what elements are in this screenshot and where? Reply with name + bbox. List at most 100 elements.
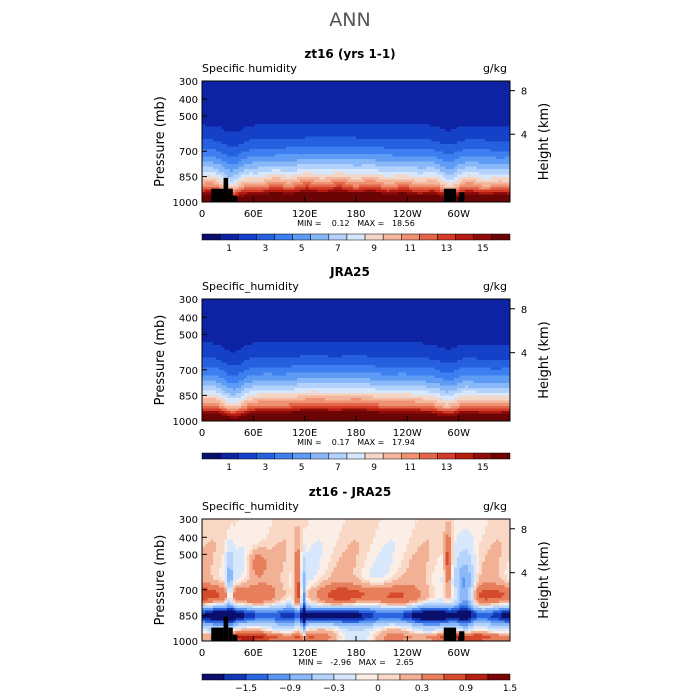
field-cell (493, 96, 497, 100)
field-cell (302, 98, 307, 102)
field-cell (344, 81, 349, 85)
field-cell (437, 101, 441, 105)
field-cell (358, 113, 363, 117)
field-cell (412, 103, 416, 107)
field-cell (504, 83, 508, 87)
field-cell (255, 86, 259, 90)
field-cell (202, 83, 206, 87)
field-cell (437, 98, 441, 102)
field-cell (294, 86, 298, 90)
field-cell (420, 103, 424, 107)
field-cell (286, 91, 290, 95)
field-cell (440, 103, 444, 107)
field-cell (308, 106, 312, 110)
field-cell (241, 108, 245, 112)
field-cell (426, 106, 430, 110)
field-cell (423, 86, 427, 90)
field-cell (339, 81, 343, 85)
field-cell (336, 103, 340, 107)
field-cell (470, 91, 475, 95)
field-cell (224, 103, 228, 107)
field-cell (244, 83, 248, 87)
field-cell (417, 96, 421, 100)
field-cell (322, 98, 326, 102)
field-cell (386, 98, 391, 102)
page-title: ANN (329, 9, 371, 31)
field-cell (356, 98, 360, 102)
field-cell (392, 93, 396, 97)
field-cell (204, 93, 209, 97)
field-cell (468, 93, 472, 97)
field-cell (291, 96, 295, 100)
field-cell (501, 81, 505, 85)
field-cell (426, 86, 430, 90)
field-cell (389, 83, 393, 87)
field-cell (437, 88, 441, 92)
field-cell (496, 96, 500, 100)
field-cell (465, 111, 469, 115)
field-cell (440, 108, 444, 112)
field-cell (249, 101, 253, 105)
field-cell (507, 93, 511, 97)
field-cell (487, 86, 491, 90)
field-cell (336, 86, 340, 90)
field-cell (330, 91, 335, 95)
field-cell (482, 103, 486, 107)
field-cell (392, 113, 396, 117)
field-cell (462, 81, 466, 85)
field-cell (263, 93, 267, 97)
field-cell (246, 103, 251, 107)
field-cell (286, 106, 290, 110)
field-cell (353, 88, 357, 92)
field-cell (350, 98, 354, 102)
field-cell (308, 83, 312, 87)
field-cell (342, 111, 346, 115)
field-cell (451, 108, 455, 112)
field-cell (442, 103, 447, 107)
field-cell (207, 86, 211, 90)
field-cell (216, 103, 220, 107)
field-cell (344, 103, 349, 107)
field-cell (398, 81, 402, 85)
field-cell (364, 93, 368, 97)
field-cell (409, 86, 413, 90)
field-cell (336, 88, 340, 92)
field-cell (456, 96, 461, 100)
field-cell (241, 86, 245, 90)
field-cell (286, 103, 290, 107)
field-cell (507, 108, 511, 112)
field-cell (428, 88, 433, 92)
field-cell (277, 81, 281, 85)
field-cell (375, 98, 379, 102)
field-cell (353, 83, 357, 87)
field-cell (210, 108, 214, 112)
field-cell (325, 98, 329, 102)
field-cell (440, 88, 444, 92)
field-cell (238, 83, 242, 87)
field-cell (330, 86, 335, 90)
field-cell (493, 101, 497, 105)
field-cell (456, 83, 461, 87)
field-cell (227, 91, 231, 95)
field-cell (384, 81, 388, 85)
field-cell (218, 98, 223, 102)
field-cell (378, 101, 382, 105)
field-cell (448, 81, 452, 85)
field-cell (246, 113, 251, 117)
field-cell (344, 108, 349, 112)
field-cell (468, 96, 472, 100)
panel-title: zt16 (yrs 1-1) (304, 47, 395, 61)
field-cell (358, 86, 363, 90)
field-cell (428, 103, 433, 107)
field-cell (400, 106, 405, 110)
field-cell (381, 103, 385, 107)
field-cell (252, 101, 256, 105)
field-cell (400, 86, 405, 90)
field-cell (288, 101, 293, 105)
field-cell (454, 103, 458, 107)
field-cell (409, 91, 413, 95)
field-cell (277, 103, 281, 107)
field-cell (314, 96, 318, 100)
field-cell (451, 96, 455, 100)
field-cell (344, 98, 349, 102)
